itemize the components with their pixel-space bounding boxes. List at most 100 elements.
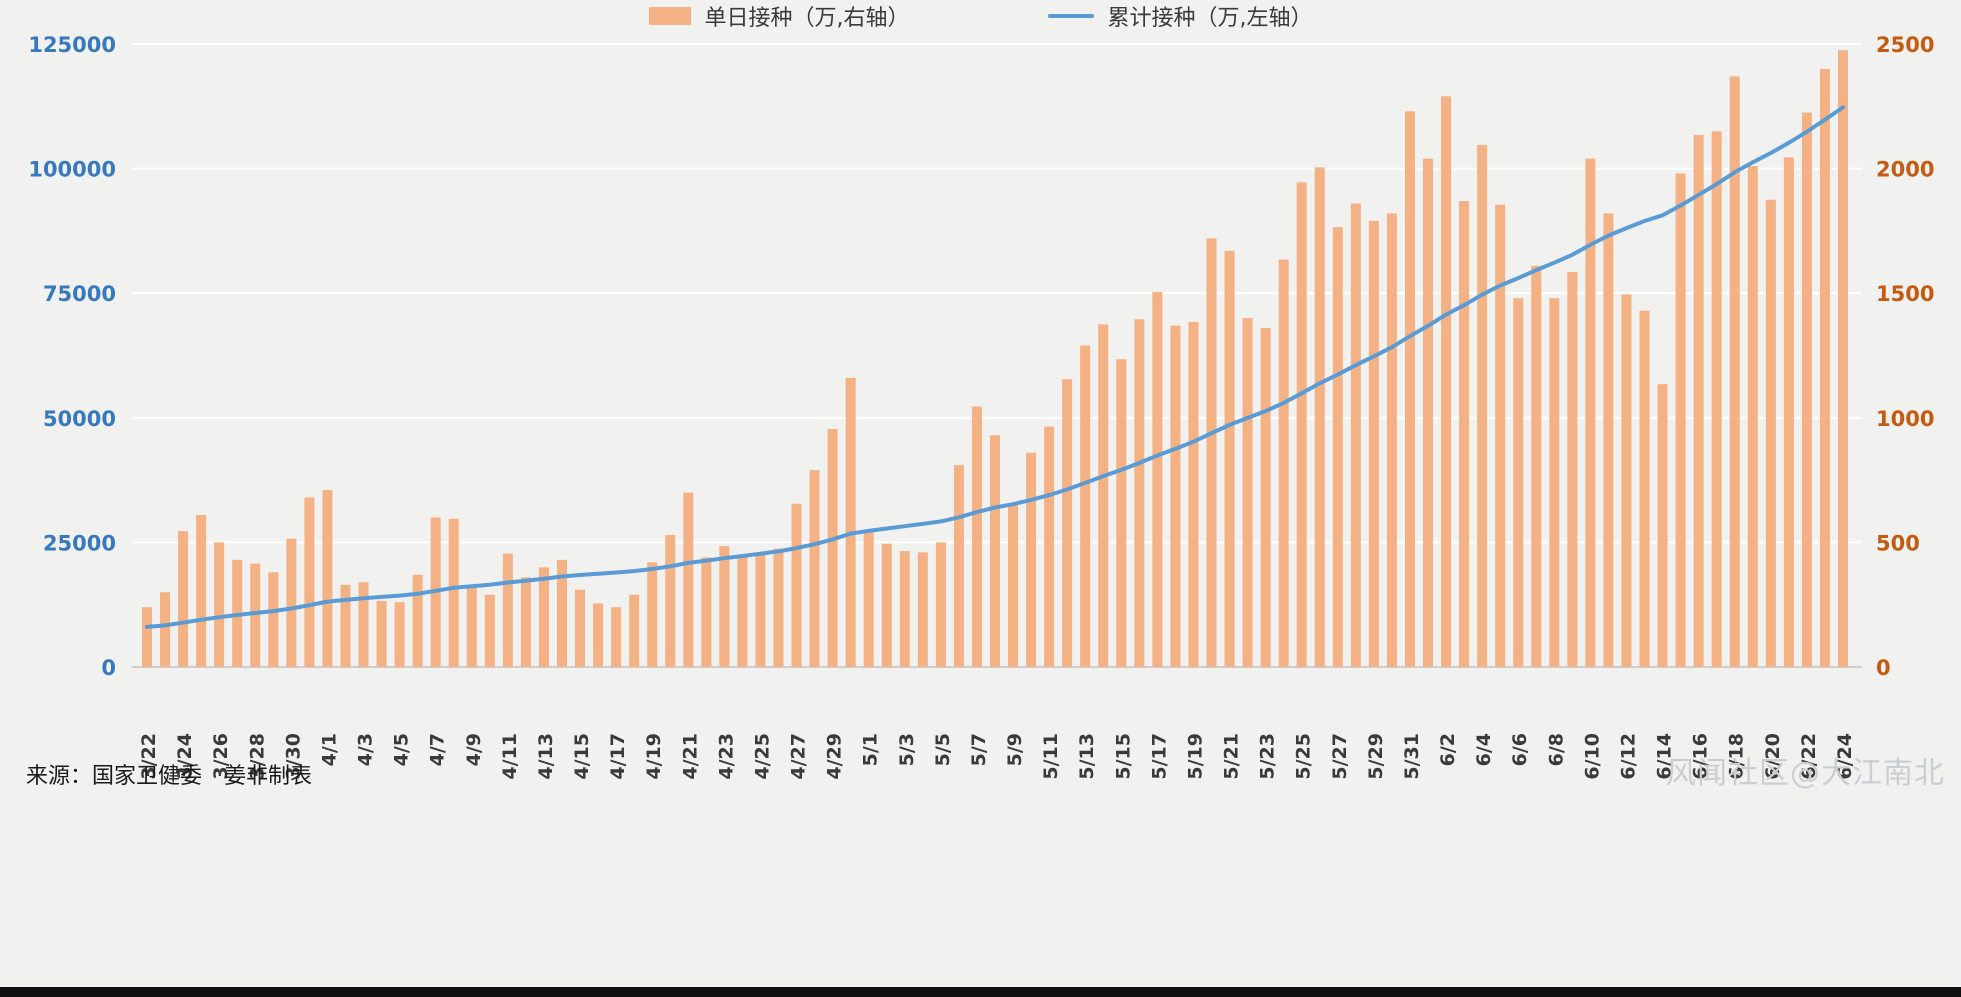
watermark: 风闻社区@大江南北 bbox=[1666, 756, 1945, 791]
daily-bar bbox=[1567, 272, 1578, 667]
daily-bar bbox=[142, 607, 153, 667]
x-axis-tick: 5/3 bbox=[896, 733, 918, 766]
daily-bar bbox=[593, 603, 604, 667]
daily-bar bbox=[1585, 158, 1596, 667]
x-axis-tick: 6/8 bbox=[1545, 733, 1567, 766]
bottom-strip bbox=[0, 987, 1961, 997]
daily-bar bbox=[1278, 259, 1289, 667]
daily-bar bbox=[1783, 157, 1794, 668]
daily-bar bbox=[1801, 112, 1812, 667]
daily-bar bbox=[953, 465, 964, 667]
daily-bar bbox=[1495, 204, 1506, 667]
x-axis-tick: 5/11 bbox=[1040, 733, 1062, 780]
x-axis-tick: 4/3 bbox=[355, 733, 377, 766]
x-axis-tick: 5/31 bbox=[1401, 733, 1423, 780]
x-axis-tick: 6/12 bbox=[1617, 733, 1639, 780]
daily-bar bbox=[1044, 426, 1055, 667]
daily-bar bbox=[538, 567, 549, 667]
x-axis-tick: 5/13 bbox=[1076, 733, 1098, 780]
daily-bar bbox=[1368, 220, 1379, 667]
daily-bar bbox=[160, 592, 171, 667]
daily-bar bbox=[1134, 319, 1145, 667]
daily-bar bbox=[1675, 173, 1686, 668]
daily-bar bbox=[1477, 144, 1488, 667]
x-axis-tick: 4/11 bbox=[499, 733, 521, 780]
left-axis-tick: 125000 bbox=[28, 33, 116, 57]
daily-bar bbox=[701, 557, 712, 667]
daily-bar bbox=[1206, 238, 1217, 667]
daily-bar bbox=[899, 551, 910, 667]
daily-bar bbox=[1098, 324, 1109, 667]
daily-bar bbox=[196, 514, 207, 667]
daily-bar bbox=[1008, 503, 1019, 667]
daily-bar bbox=[358, 582, 369, 667]
daily-bar bbox=[448, 518, 459, 667]
daily-bar bbox=[809, 470, 820, 667]
left-axis-tick: 75000 bbox=[43, 282, 116, 306]
daily-bar bbox=[1693, 134, 1704, 667]
x-axis-tick: 5/27 bbox=[1329, 733, 1351, 780]
x-axis-tick: 6/22 bbox=[1798, 733, 1820, 780]
daily-bar bbox=[935, 542, 946, 667]
x-axis-tick: 4/23 bbox=[715, 733, 737, 780]
daily-bar bbox=[214, 542, 225, 667]
left-axis-tick: 25000 bbox=[43, 531, 116, 555]
daily-bar bbox=[755, 552, 766, 667]
daily-bar bbox=[304, 497, 315, 667]
x-axis-tick: 5/15 bbox=[1112, 733, 1134, 780]
x-axis-tick: 6/14 bbox=[1654, 733, 1676, 780]
x-axis-tick: 3/28 bbox=[246, 733, 268, 780]
daily-bar bbox=[1423, 158, 1434, 667]
daily-bar bbox=[1441, 96, 1452, 667]
x-axis-tick: 4/17 bbox=[607, 733, 629, 780]
daily-bar bbox=[1170, 325, 1181, 667]
left-axis-tick: 0 bbox=[101, 656, 116, 680]
daily-bar bbox=[1116, 359, 1127, 667]
daily-bar bbox=[1296, 182, 1307, 667]
x-axis-tick: 3/26 bbox=[210, 733, 232, 780]
daily-bar bbox=[484, 594, 495, 667]
daily-bar bbox=[737, 556, 748, 667]
daily-bar bbox=[791, 503, 802, 667]
daily-bar bbox=[971, 406, 982, 667]
x-axis-tick: 3/30 bbox=[282, 733, 304, 780]
daily-bar bbox=[520, 577, 531, 667]
x-axis-tick: 5/29 bbox=[1365, 733, 1387, 780]
daily-bar bbox=[1404, 111, 1415, 667]
cumulative-line bbox=[145, 105, 1845, 629]
daily-bar bbox=[917, 552, 928, 667]
daily-bar bbox=[286, 538, 297, 667]
daily-bar bbox=[1459, 200, 1470, 667]
x-axis-tick: 6/10 bbox=[1581, 733, 1603, 780]
daily-bar bbox=[575, 589, 586, 667]
daily-bar bbox=[647, 562, 658, 667]
x-axis-tick: 5/7 bbox=[968, 733, 990, 766]
daily-bar bbox=[340, 584, 351, 667]
daily-bar bbox=[1621, 294, 1632, 667]
x-axis-tick: 6/6 bbox=[1509, 733, 1531, 766]
daily-bar bbox=[1513, 298, 1524, 667]
daily-bar bbox=[1386, 213, 1397, 667]
daily-bar bbox=[322, 490, 333, 667]
x-axis-tick: 4/1 bbox=[318, 733, 340, 766]
x-axis-tick: 4/5 bbox=[391, 733, 413, 766]
daily-bar bbox=[863, 532, 874, 667]
x-axis-tick: 5/17 bbox=[1148, 733, 1170, 780]
daily-bar bbox=[466, 584, 477, 667]
x-axis-tick: 5/5 bbox=[932, 733, 954, 766]
right-axis-tick: 500 bbox=[1876, 531, 1920, 555]
daily-bar bbox=[1657, 384, 1668, 667]
daily-bar bbox=[827, 429, 838, 667]
x-axis-tick: 6/16 bbox=[1690, 733, 1712, 780]
daily-bar bbox=[845, 377, 856, 667]
x-axis-tick: 6/18 bbox=[1726, 733, 1748, 780]
daily-bar bbox=[412, 574, 423, 667]
daily-bar bbox=[1152, 291, 1163, 667]
right-axis-tick: 1000 bbox=[1876, 407, 1934, 431]
daily-bar bbox=[502, 553, 513, 667]
x-axis-tick: 6/24 bbox=[1834, 733, 1856, 780]
daily-bar bbox=[1711, 131, 1722, 668]
daily-bar bbox=[1080, 345, 1091, 667]
x-axis-tick: 4/15 bbox=[571, 733, 593, 780]
